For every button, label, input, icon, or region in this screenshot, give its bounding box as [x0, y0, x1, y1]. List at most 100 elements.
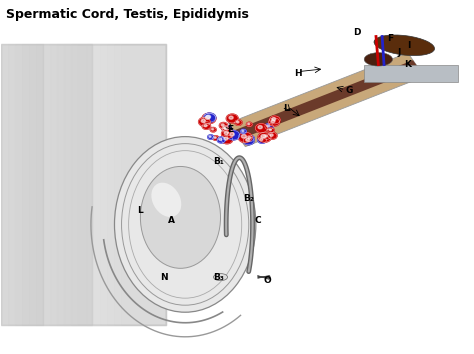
Text: L: L [137, 206, 143, 215]
Circle shape [202, 123, 210, 129]
Ellipse shape [374, 35, 435, 56]
Circle shape [221, 124, 224, 126]
Circle shape [240, 129, 246, 133]
Ellipse shape [213, 274, 228, 281]
Circle shape [271, 120, 275, 122]
Circle shape [202, 113, 216, 124]
Text: K: K [404, 60, 411, 69]
Circle shape [222, 126, 232, 132]
Bar [85, 44, 166, 325]
Circle shape [219, 122, 228, 129]
Text: B₁: B₁ [213, 157, 224, 166]
Circle shape [258, 132, 271, 142]
Circle shape [242, 130, 244, 132]
Circle shape [246, 138, 249, 141]
Bar [36, 44, 166, 325]
Bar [72, 44, 166, 325]
Bar [22, 44, 166, 325]
Bar [107, 44, 166, 325]
Bar [79, 44, 166, 325]
Bar [64, 44, 166, 325]
Bar [16, 44, 166, 325]
Text: N: N [160, 273, 168, 281]
Circle shape [208, 135, 214, 139]
Bar [50, 44, 166, 325]
Circle shape [209, 136, 211, 137]
Bar [92, 44, 166, 325]
Ellipse shape [115, 137, 256, 312]
Text: Spermatic Cord, Testis, Epididymis: Spermatic Cord, Testis, Epididymis [6, 8, 249, 21]
Circle shape [224, 127, 228, 130]
Circle shape [269, 129, 272, 131]
Circle shape [243, 137, 254, 145]
Circle shape [229, 116, 233, 119]
Ellipse shape [364, 53, 392, 66]
Circle shape [214, 137, 216, 138]
Circle shape [265, 135, 267, 137]
Circle shape [206, 115, 210, 118]
Circle shape [267, 125, 270, 127]
Circle shape [224, 137, 228, 140]
Text: B₃: B₃ [213, 273, 224, 281]
Circle shape [227, 131, 240, 140]
Circle shape [255, 124, 267, 133]
Circle shape [246, 122, 252, 127]
Text: G: G [346, 86, 353, 96]
Circle shape [201, 119, 205, 122]
Circle shape [263, 134, 270, 139]
Bar [44, 44, 166, 325]
Text: O: O [264, 276, 272, 285]
Text: F: F [387, 34, 393, 43]
Circle shape [203, 113, 216, 122]
Text: J: J [398, 48, 401, 57]
Circle shape [241, 135, 246, 138]
Circle shape [210, 127, 216, 132]
Text: D: D [354, 28, 361, 37]
Circle shape [205, 116, 210, 119]
Circle shape [224, 131, 228, 135]
Circle shape [258, 126, 262, 129]
Circle shape [268, 132, 277, 139]
Polygon shape [234, 60, 419, 139]
Circle shape [270, 134, 273, 136]
Bar [29, 44, 166, 325]
Circle shape [235, 120, 242, 125]
Bar [114, 44, 166, 325]
Circle shape [272, 118, 276, 120]
Text: I: I [407, 41, 410, 50]
Text: L: L [283, 104, 289, 113]
Circle shape [260, 138, 263, 141]
Polygon shape [228, 53, 424, 147]
Circle shape [261, 135, 265, 138]
Bar [120, 44, 166, 325]
Circle shape [221, 130, 233, 138]
Circle shape [265, 124, 273, 130]
Text: C: C [255, 216, 262, 225]
Circle shape [246, 136, 254, 142]
Circle shape [230, 133, 234, 136]
Bar [1, 44, 43, 325]
Text: H: H [294, 69, 302, 78]
Circle shape [211, 129, 214, 130]
Circle shape [204, 125, 207, 127]
Circle shape [237, 121, 239, 123]
Circle shape [248, 137, 251, 139]
Circle shape [267, 128, 274, 133]
Circle shape [221, 135, 233, 144]
Circle shape [238, 132, 252, 143]
Text: B₂: B₂ [243, 194, 254, 202]
Bar [1, 44, 166, 325]
Circle shape [269, 118, 280, 126]
Ellipse shape [151, 183, 181, 217]
Bar [128, 44, 166, 325]
Text: A: A [167, 216, 174, 225]
Bar [9, 44, 166, 325]
Bar [1, 44, 92, 325]
Circle shape [223, 127, 226, 129]
Circle shape [217, 137, 225, 143]
Bar [57, 44, 166, 325]
Ellipse shape [140, 166, 220, 268]
Circle shape [258, 137, 266, 143]
Text: E: E [227, 125, 233, 134]
Circle shape [219, 138, 222, 141]
